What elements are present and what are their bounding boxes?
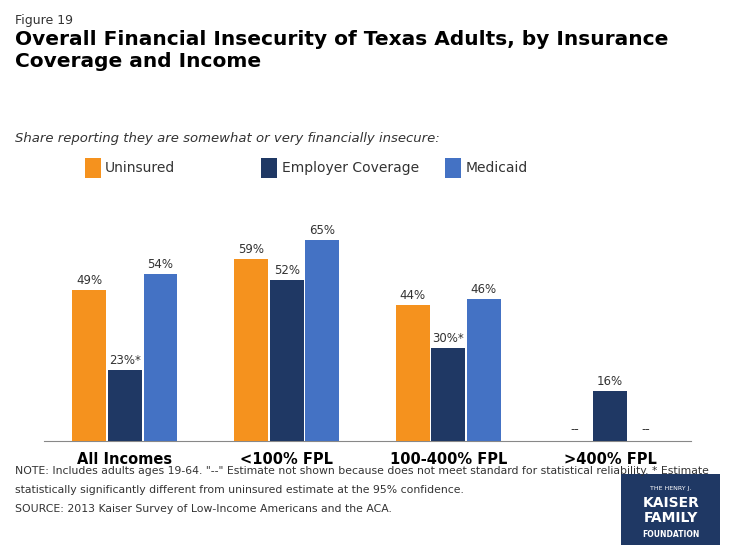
Text: Share reporting they are somewhat or very financially insecure:: Share reporting they are somewhat or ver… xyxy=(15,132,440,145)
Text: 52%: 52% xyxy=(273,264,300,277)
Bar xyxy=(305,240,339,441)
Text: 23%*: 23%* xyxy=(109,354,141,367)
Bar xyxy=(431,348,465,441)
Text: 65%: 65% xyxy=(309,224,335,237)
Text: THE HENRY J.: THE HENRY J. xyxy=(650,485,692,491)
Text: FAMILY: FAMILY xyxy=(644,511,698,525)
Text: Uninsured: Uninsured xyxy=(105,161,176,175)
Bar xyxy=(143,274,177,441)
Text: 54%: 54% xyxy=(148,258,173,271)
Text: 59%: 59% xyxy=(238,242,264,256)
Text: 46%: 46% xyxy=(471,283,497,296)
Bar xyxy=(234,259,268,441)
Text: SOURCE: 2013 Kaiser Survey of Low-Income Americans and the ACA.: SOURCE: 2013 Kaiser Survey of Low-Income… xyxy=(15,504,392,514)
Text: Medicaid: Medicaid xyxy=(465,161,528,175)
Text: FOUNDATION: FOUNDATION xyxy=(642,530,700,538)
Text: Overall Financial Insecurity of Texas Adults, by Insurance
Coverage and Income: Overall Financial Insecurity of Texas Ad… xyxy=(15,30,668,71)
Bar xyxy=(396,305,430,441)
Text: --: -- xyxy=(570,423,579,436)
Text: Figure 19: Figure 19 xyxy=(15,14,73,27)
Text: 16%: 16% xyxy=(597,375,623,388)
Text: 44%: 44% xyxy=(400,289,426,302)
Bar xyxy=(467,299,501,441)
Bar xyxy=(270,280,304,441)
Text: KAISER: KAISER xyxy=(642,495,699,510)
Bar xyxy=(108,370,142,441)
Text: --: -- xyxy=(641,423,650,436)
Bar xyxy=(73,290,107,441)
Bar xyxy=(593,391,627,441)
Text: Employer Coverage: Employer Coverage xyxy=(282,161,419,175)
Text: NOTE: Includes adults ages 19-64. "--" Estimate not shown because does not meet : NOTE: Includes adults ages 19-64. "--" E… xyxy=(15,466,709,476)
Text: statistically significantly different from uninsured estimate at the 95% confide: statistically significantly different fr… xyxy=(15,485,464,495)
Text: 30%*: 30%* xyxy=(432,332,465,345)
Text: 49%: 49% xyxy=(76,273,102,287)
